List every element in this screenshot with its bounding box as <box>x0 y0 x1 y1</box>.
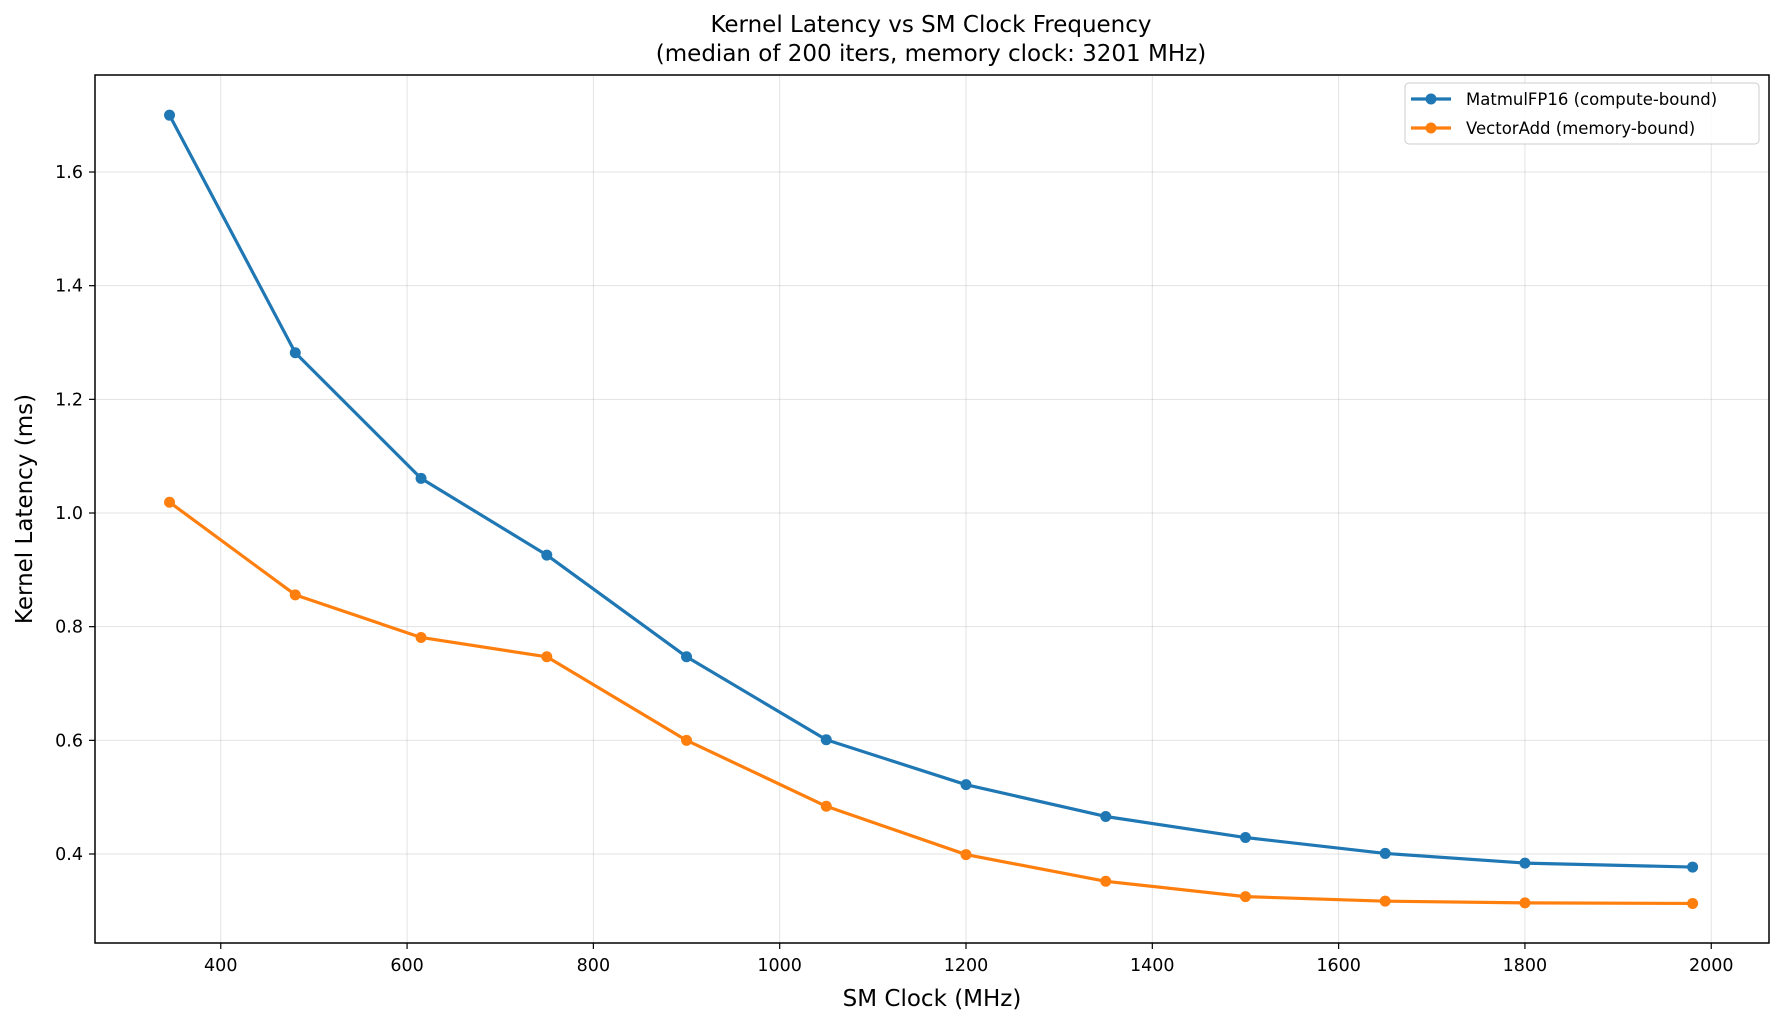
data-point <box>1519 897 1531 909</box>
x-axis: 400 600 800 1000 1200 1400 1600 1800 2000 <box>204 943 1734 976</box>
plot-series <box>164 109 1699 909</box>
x-tick-label: 800 <box>577 956 610 976</box>
x-tick-label: 1200 <box>944 956 989 976</box>
data-point <box>289 589 301 601</box>
x-tick-label: 1400 <box>1130 956 1175 976</box>
data-point <box>415 631 427 643</box>
legend: MatmulFP16 (compute-bound) VectorAdd (me… <box>1404 82 1760 145</box>
data-point <box>1100 875 1112 887</box>
x-tick-label: 400 <box>204 956 237 976</box>
y-tick-label: 0.6 <box>55 731 83 751</box>
data-point <box>541 651 553 663</box>
data-point <box>1239 891 1251 903</box>
y-tick-label: 0.8 <box>55 618 83 638</box>
grid <box>95 75 1769 943</box>
series-line <box>167 500 1695 906</box>
x-tick-label: 1600 <box>1316 956 1361 976</box>
x-tick-label: 600 <box>390 956 423 976</box>
y-tick-label: 1.6 <box>55 163 83 183</box>
data-point <box>1687 861 1699 873</box>
data-point <box>1100 810 1112 822</box>
data-point <box>1239 832 1251 844</box>
y-tick-label: 1.2 <box>55 390 83 410</box>
data-point <box>1379 895 1391 907</box>
axes-frame <box>94 74 1770 944</box>
x-tick-label: 2000 <box>1689 956 1734 976</box>
data-point <box>164 109 176 121</box>
y-axis: 0.4 0.6 0.8 1.0 1.2 1.4 1.6 <box>55 163 95 865</box>
data-point <box>541 549 553 561</box>
series-1 <box>164 109 1699 873</box>
chart-subtitle: (median of 200 iters, memory clock: 3201… <box>656 41 1206 67</box>
x-tick-label: 1800 <box>1503 956 1548 976</box>
y-tick-label: 1.0 <box>55 504 83 524</box>
x-tick-label: 1000 <box>757 956 802 976</box>
data-point <box>820 734 832 746</box>
series-2 <box>164 496 1699 909</box>
data-point <box>681 734 693 746</box>
data-point <box>681 651 693 663</box>
legend-label-1: MatmulFP16 (compute-bound) <box>1466 90 1717 109</box>
data-point <box>164 496 176 508</box>
y-tick-label: 1.4 <box>55 277 83 297</box>
legend-swatch-marker-1 <box>1425 93 1437 105</box>
data-point <box>289 347 301 359</box>
y-axis-label: Kernel Latency (ms) <box>12 394 38 624</box>
data-point <box>415 472 427 484</box>
data-point <box>1379 847 1391 859</box>
y-tick-label: 0.4 <box>55 845 83 865</box>
legend-label-2: VectorAdd (memory-bound) <box>1466 119 1695 138</box>
chart-title: Kernel Latency vs SM Clock Frequency <box>710 12 1151 38</box>
series-line <box>167 113 1695 869</box>
data-point <box>820 800 832 812</box>
x-axis-label: SM Clock (MHz) <box>843 986 1022 1012</box>
legend-swatch-marker-2 <box>1425 122 1437 134</box>
legend-box <box>1404 82 1760 145</box>
data-point <box>1519 857 1531 869</box>
data-point <box>1687 897 1699 909</box>
data-point <box>960 849 972 861</box>
data-point <box>960 779 972 791</box>
